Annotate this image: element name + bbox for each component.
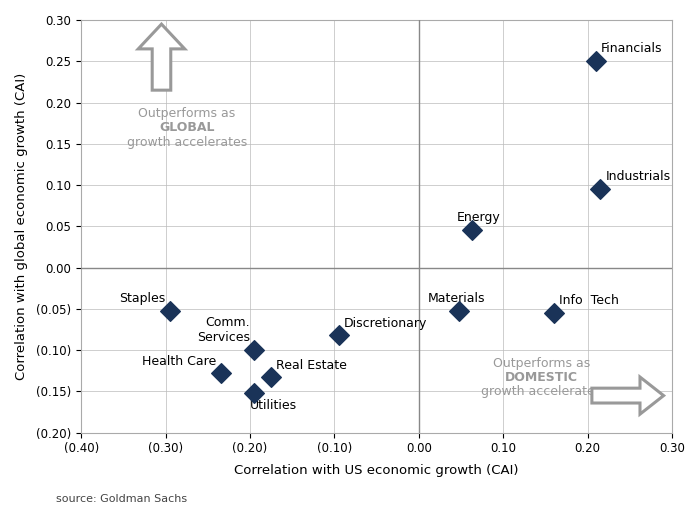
Point (333, 331, 344, 339)
Text: growth accelerates: growth accelerates (481, 385, 601, 398)
Text: source: Goldman Sachs: source: Goldman Sachs (56, 494, 187, 504)
Point (595, 185, 606, 193)
Text: Comm.
Services: Comm. Services (197, 316, 250, 344)
Text: Discretionary: Discretionary (344, 316, 427, 330)
Point (591, 57, 602, 65)
Text: Materials: Materials (427, 292, 485, 305)
Text: Outperforms as: Outperforms as (493, 357, 590, 370)
Text: Financials: Financials (601, 42, 663, 55)
Point (454, 307, 465, 315)
Text: Industrials: Industrials (606, 170, 671, 183)
X-axis label: Correlation with US economic growth (CAI): Correlation with US economic growth (CAI… (234, 464, 519, 477)
Text: Real Estate: Real Estate (276, 358, 347, 372)
Point (164, 307, 176, 315)
Text: GLOBAL: GLOBAL (159, 121, 214, 134)
Polygon shape (139, 24, 185, 90)
Point (248, 389, 260, 397)
Text: Info  Tech: Info Tech (559, 294, 619, 307)
Point (548, 309, 559, 317)
Point (215, 369, 226, 377)
Polygon shape (592, 377, 664, 414)
Point (248, 346, 260, 354)
Point (466, 227, 477, 235)
Text: Outperforms as: Outperforms as (138, 106, 235, 120)
Text: growth accelerates: growth accelerates (127, 135, 247, 149)
Point (265, 373, 276, 381)
Text: Utilities: Utilities (250, 399, 298, 412)
Text: DOMESTIC: DOMESTIC (505, 371, 578, 384)
Text: Energy: Energy (457, 211, 500, 224)
Y-axis label: Correlation with global economic growth (CAI): Correlation with global economic growth … (15, 73, 28, 380)
Text: Staples: Staples (120, 292, 166, 305)
Text: Health Care: Health Care (142, 354, 216, 368)
